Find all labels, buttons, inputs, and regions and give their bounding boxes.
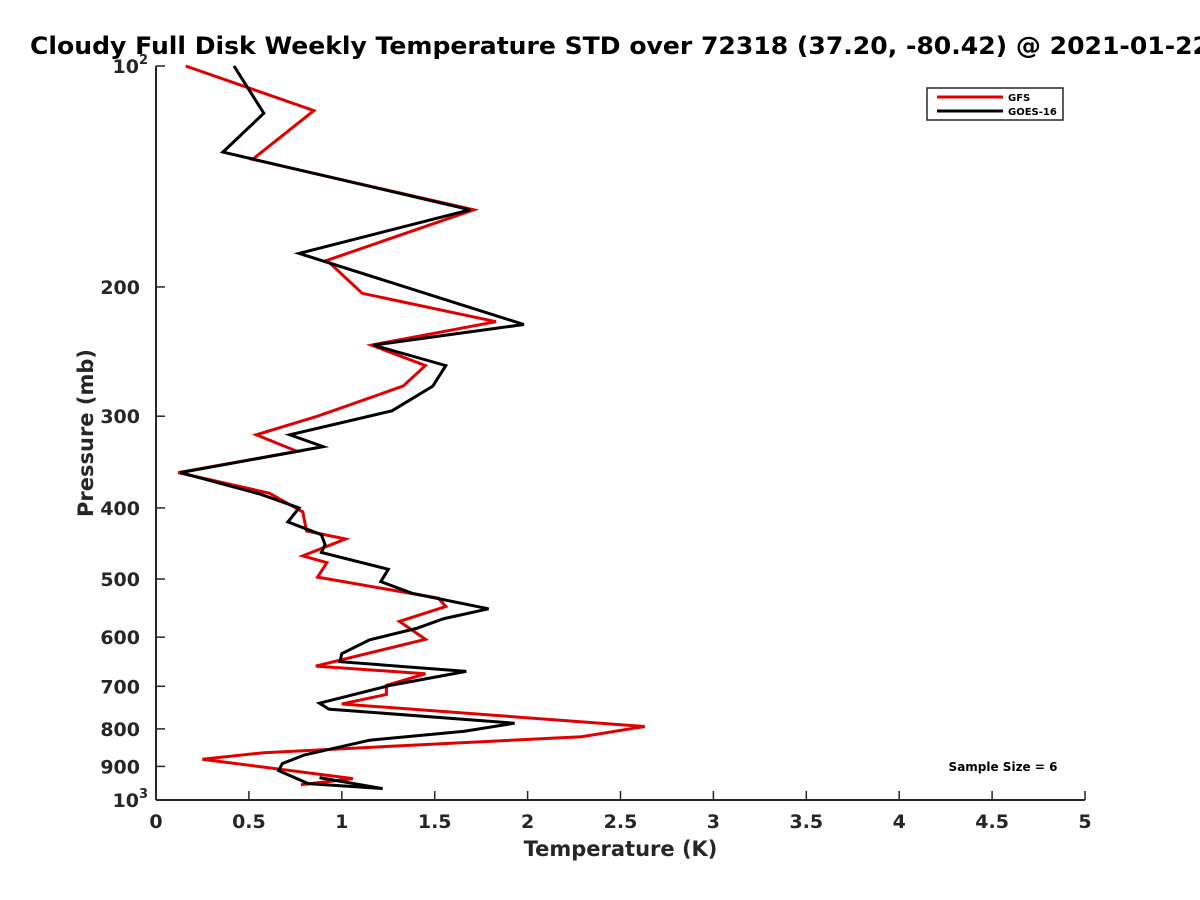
x-tick-label: 2: [521, 811, 534, 833]
plot-area: 0 0.5 1 1.5 2 2.5 3 3.5 4 4.5 5 102 200 300 400 500 600…: [100, 53, 1091, 833]
y-tick-label: 200: [100, 277, 140, 299]
x-tick-label: 0: [149, 811, 162, 833]
series-layer: [177, 64, 645, 791]
y-tick-label: 400: [100, 498, 140, 520]
x-tick-label: 3: [707, 811, 720, 833]
x-tick-label: 0.5: [232, 811, 266, 833]
legend-label-gfs: GFS: [1008, 93, 1030, 104]
x-tick-label: 1: [335, 811, 348, 833]
y-axis-ticks: 102 200 300 400 500 600 700 800 900 103: [100, 53, 165, 812]
y-tick-label: 900: [100, 756, 140, 778]
y-tick-label: 600: [100, 627, 140, 649]
x-tick-label: 3.5: [789, 811, 823, 833]
legend-box: [926, 87, 1064, 121]
legend: GFS GOES-16: [926, 87, 1064, 121]
sample-size-annotation: Sample Size = 6: [949, 760, 1058, 774]
series-line-gfs: [177, 64, 645, 787]
chart-title: Cloudy Full Disk Weekly Temperature STD …: [30, 32, 1200, 60]
y-tick-label: 700: [100, 676, 140, 698]
y-tick-label: 300: [100, 406, 140, 428]
x-tick-label: 4: [893, 811, 906, 833]
x-axis-ticks: 0 0.5 1 1.5 2 2.5 3 3.5 4 4.5 5: [149, 791, 1092, 833]
legend-label-goes-16: GOES-16: [1008, 107, 1057, 118]
y-tick-label: 103: [113, 787, 149, 812]
x-axis-label: Temperature (K): [524, 837, 718, 861]
y-axis-label: Pressure (mb): [74, 349, 98, 517]
x-tick-label: 4.5: [975, 811, 1009, 833]
x-tick-label: 1.5: [418, 811, 452, 833]
x-tick-label: 2.5: [604, 811, 638, 833]
y-tick-label: 800: [100, 719, 140, 741]
x-tick-label: 5: [1078, 811, 1091, 833]
y-tick-label: 102: [113, 53, 149, 78]
series-line-goes-16: [179, 65, 525, 791]
y-tick-label: 500: [100, 569, 140, 591]
